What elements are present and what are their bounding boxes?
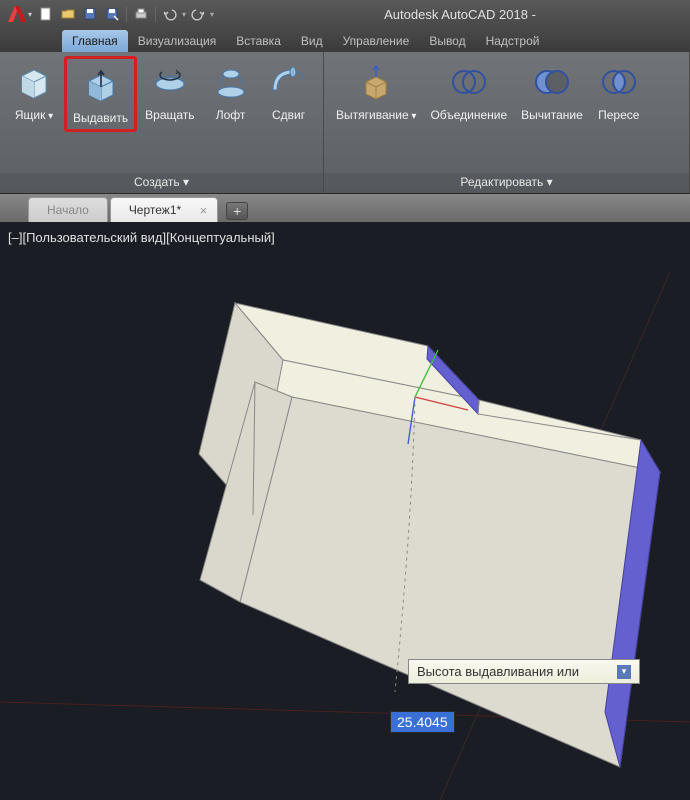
qat-plot-icon[interactable] [131,4,151,24]
extrude-icon [79,63,123,107]
tab-addins[interactable]: Надстрой [476,30,550,52]
tab-view[interactable]: Вид [291,30,333,52]
ribbon-group-create: Ящик Выдавить Вращать Лофт [0,52,324,193]
tab-output[interactable]: Вывод [419,30,475,52]
box-icon [12,60,56,104]
qat-new-icon[interactable] [36,4,56,24]
ribbon-tabs: Главная Визуализация Вставка Вид Управле… [0,28,690,52]
subtract-icon [530,60,574,104]
tool-label: Лофт [216,108,246,122]
doc-tab-start[interactable]: Начало [28,197,108,222]
tool-loft[interactable]: Лофт [203,56,259,126]
tool-label: Сдвиг [272,108,305,122]
tool-subtract[interactable]: Вычитание [515,56,589,126]
presspull-icon [354,60,398,104]
tool-presspull[interactable]: Вытягивание [330,56,422,126]
add-tab-button[interactable]: + [226,202,248,220]
tool-label: Выдавить [73,111,128,125]
close-icon[interactable]: × [200,203,208,218]
tab-home[interactable]: Главная [62,30,128,52]
ribbon-panel: Ящик Выдавить Вращать Лофт [0,52,690,194]
tab-visualize[interactable]: Визуализация [128,30,227,52]
tool-extrude[interactable]: Выдавить [64,56,137,132]
tool-label: Вытягивание [336,108,416,122]
ribbon-group-edit: Вытягивание Объединение Вычитание Пересе [324,52,690,193]
qat-open-icon[interactable] [58,4,78,24]
tool-label: Объединение [430,108,507,122]
tool-union[interactable]: Объединение [424,56,513,126]
doc-tab-drawing1[interactable]: Чертеж1* × [110,197,218,222]
tab-manage[interactable]: Управление [333,30,420,52]
tooltip-expand-icon[interactable]: ▾ [617,665,631,679]
tool-label: Вращать [145,108,194,122]
document-tabs: Начало Чертеж1* × + [0,194,690,222]
tool-revolve[interactable]: Вращать [139,56,200,126]
tool-label: Пересе [598,108,639,122]
revolve-icon [148,60,192,104]
app-title: Autodesk AutoCAD 2018 - [214,7,686,22]
qat-saveas-icon[interactable] [102,4,122,24]
tool-sweep[interactable]: Сдвиг [261,56,317,126]
qat-separator [155,6,156,22]
qat-undo-icon[interactable] [160,4,180,24]
sweep-icon [267,60,311,104]
tool-label: Вычитание [521,108,583,122]
doc-tab-label: Чертеж1* [129,203,181,217]
extrusion-value-input[interactable]: 25.4045 [390,711,455,733]
intersect-icon [597,60,641,104]
tab-insert[interactable]: Вставка [226,30,291,52]
tool-intersect[interactable]: Пересе [591,56,647,126]
loft-icon [209,60,253,104]
title-bar: ▾ ▾ ▾ Autodesk AutoCAD 2018 - [0,0,690,28]
model-canvas [0,222,690,800]
group-label-create[interactable]: Создать ▾ [0,173,323,193]
viewport[interactable]: [–][Пользовательский вид][Концептуальный… [0,222,690,800]
qat-separator [126,6,127,22]
qat-redo-icon[interactable] [188,4,208,24]
command-tooltip: Высота выдавливания или ▾ [408,659,640,684]
union-icon [447,60,491,104]
app-logo[interactable] [4,1,30,27]
quick-access-toolbar: ▾ ▾ [36,4,214,24]
group-label-edit[interactable]: Редактировать ▾ [324,173,689,193]
tool-box[interactable]: Ящик [6,56,62,126]
tool-label: Ящик [15,108,53,122]
qat-save-icon[interactable] [80,4,100,24]
tooltip-text: Высота выдавливания или [417,664,579,679]
